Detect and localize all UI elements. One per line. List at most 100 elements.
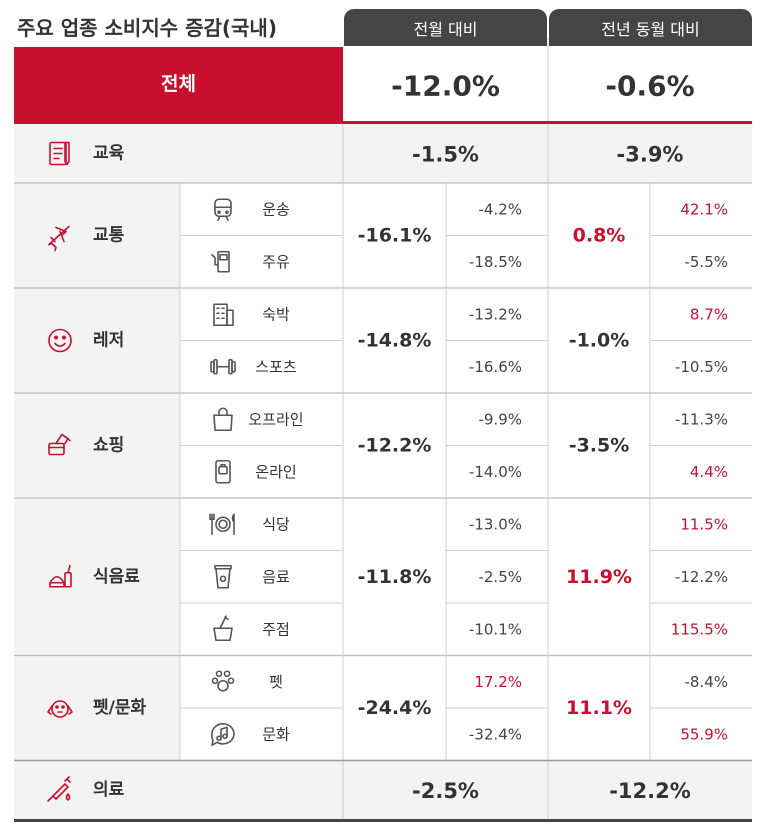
category-yoy-value: 11.9% [566, 566, 632, 588]
subcategory-name: 오프라인 [248, 410, 303, 428]
subcategory-yoy-value: -10.5% [675, 358, 728, 376]
column-header-mom: 전월 대비 [344, 9, 547, 46]
category-mom-value: -12.2% [358, 435, 432, 457]
category-name: 교육 [93, 144, 125, 164]
subcategory-name: 스포츠 [255, 358, 297, 376]
category-name: 식음료 [93, 567, 140, 587]
category-label-cell [14, 288, 180, 393]
subcategory-row: 펫 17.2% -8.4% [211, 670, 728, 692]
subcategory-row: 음료 -2.5% -12.2% [214, 564, 728, 589]
total-mom-value: -12.0% [391, 70, 500, 103]
subcategory-row: 스포츠 -16.6% -10.5% [210, 358, 728, 376]
subcategory-row: 문화 -32.4% 55.9% [211, 723, 728, 747]
category-row: 식음료 -11.8% 11.9% 식당 -13.0% 11.5% 음료 -2.5% -12.2%… [49, 513, 728, 642]
subcategory-mom-value: -13.2% [469, 305, 522, 323]
category-row: 펫/문화 -24.4% 11.1% 펫 17.2% -8.4% 문화 -32.4% 55.9% [47, 670, 728, 747]
subcategory-yoy-value: -8.4% [684, 673, 728, 691]
category-row: 교육 -1.5% -3.9% [49, 141, 684, 167]
category-name: 펫/문화 [93, 698, 146, 718]
subcategory-yoy-value: -12.2% [675, 568, 728, 586]
subcategory-yoy-value: -5.5% [684, 253, 728, 271]
music-bubble-icon [211, 723, 235, 747]
subcategory-mom-value: -10.1% [469, 620, 522, 638]
subcategory-mom-value: -4.2% [478, 200, 522, 218]
total-label: 전체 [161, 73, 196, 95]
category-name: 교통 [93, 226, 125, 246]
subcategory-name: 주점 [262, 620, 290, 638]
dog-icon [47, 700, 73, 718]
subcategory-mom-value: -13.0% [469, 515, 522, 533]
train-icon [214, 198, 232, 222]
subcategory-row: 식당 -13.0% 11.5% [209, 513, 728, 536]
subcategory-yoy-value: 4.4% [690, 463, 728, 481]
fuel-pump-icon [211, 250, 230, 273]
column-header-yoy: 전년 동월 대비 [549, 9, 752, 46]
subcategory-mom-value: -32.4% [469, 725, 522, 743]
plate-cutlery-icon [209, 513, 235, 536]
subcategory-yoy-value: 11.5% [680, 515, 728, 533]
subcategory-name: 식당 [262, 515, 290, 533]
subcategory-yoy-value: 8.7% [690, 305, 728, 323]
subcategory-name: 운송 [262, 200, 290, 218]
notebook-icon [49, 141, 70, 166]
category-mom-value: -2.5% [412, 779, 479, 803]
subcategory-name: 문화 [262, 725, 290, 743]
subcategory-mom-value: -18.5% [469, 253, 522, 271]
subcategory-name: 음료 [262, 568, 290, 586]
category-label-cell [14, 498, 180, 656]
category-label-cell [14, 393, 180, 498]
shopping-bag-icon [213, 407, 233, 432]
category-yoy-value: 11.1% [566, 697, 632, 719]
coffee-cup-icon [214, 564, 232, 589]
total-label-cell [14, 47, 343, 121]
chart-title: 주요 업종 소비지수 증감(국내) [17, 16, 277, 40]
subcategory-yoy-value: 42.1% [680, 200, 728, 218]
category-row: 의료 -2.5% -12.2% [47, 776, 691, 803]
category-mom-value: -11.8% [358, 566, 432, 588]
subcategory-row: 주점 -10.1% 115.5% [213, 615, 728, 642]
subcategory-row: 온라인 -14.0% 4.4% [215, 459, 728, 484]
wine-bucket-icon [213, 615, 233, 642]
category-row: 레저 -14.8% -1.0% 숙박 -13.2% 8.7% 스포츠 -16.6% -10.5% [48, 303, 728, 376]
subcategory-row: 운송 -4.2% 42.1% [214, 198, 728, 222]
subcategory-mom-value: -2.5% [478, 568, 522, 586]
subcategory-mom-value: -14.0% [469, 463, 522, 481]
subcategory-mom-value: 17.2% [474, 673, 522, 691]
category-mom-value: -16.1% [358, 225, 432, 247]
subcategory-name: 온라인 [255, 463, 296, 481]
total-yoy-value: -0.6% [605, 70, 694, 103]
building-icon [213, 303, 234, 327]
mobile-shopping-icon [215, 459, 231, 484]
subcategory-mom-value: -16.6% [469, 358, 522, 376]
category-yoy-value: 0.8% [573, 225, 626, 247]
subcategory-mom-value: -9.9% [478, 410, 522, 428]
subcategory-yoy-value: 55.9% [680, 725, 728, 743]
subcategory-name: 펫 [269, 673, 283, 691]
category-yoy-value: -3.9% [617, 143, 684, 167]
category-mom-value: -1.5% [412, 143, 479, 167]
subcategory-yoy-value: 115.5% [671, 620, 728, 638]
category-label-cell [14, 760, 343, 820]
airplane-icon [48, 225, 70, 252]
dumbbell-icon [210, 358, 236, 375]
smiley-icon [48, 328, 72, 353]
subcategory-name: 주유 [262, 253, 290, 271]
category-yoy-value: -12.2% [609, 779, 691, 803]
syringe-icon [47, 776, 71, 802]
subcategory-row: 숙박 -13.2% 8.7% [213, 303, 728, 327]
subcategory-yoy-value: -11.3% [675, 410, 728, 428]
fastfood-icon [49, 564, 72, 588]
category-row: 교통 -16.1% 0.8% 운송 -4.2% 42.1% 주유 -18.5% -5.5% [48, 198, 728, 273]
category-label-cell [14, 124, 343, 183]
subcategory-name: 숙박 [262, 305, 290, 323]
category-name: 의료 [93, 780, 125, 800]
category-row: 쇼핑 -12.2% -3.5% 오프라인 -9.9% -11.3% 온라인 -14.0% 4.4… [48, 407, 728, 484]
category-mom-value: -24.4% [358, 697, 432, 719]
category-yoy-value: -1.0% [569, 330, 630, 352]
paw-icon [211, 670, 235, 692]
card-payment-icon [48, 433, 71, 456]
subcategory-row: 오프라인 -9.9% -11.3% [213, 407, 728, 432]
category-name: 쇼핑 [93, 436, 124, 456]
category-label-cell [14, 655, 180, 761]
